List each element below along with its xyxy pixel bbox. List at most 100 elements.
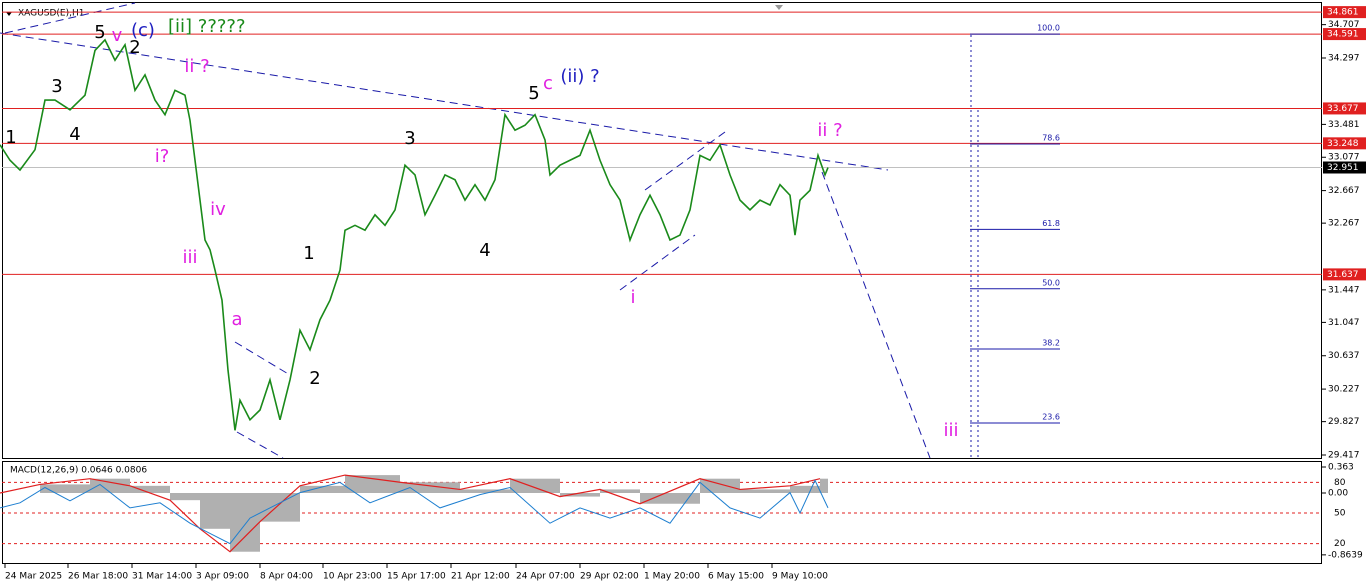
- macd-histogram: [560, 493, 600, 497]
- macd-histogram: [260, 493, 300, 522]
- macd-histogram: [400, 482, 460, 493]
- macd-histogram: [820, 478, 828, 493]
- oscillator-line: [0, 479, 829, 545]
- wave-label: 2: [309, 368, 320, 389]
- fib-label: 78.6: [1042, 133, 1060, 142]
- macd-histogram: [40, 484, 90, 493]
- macd-histogram: [90, 478, 130, 493]
- macd-histogram: [700, 478, 740, 493]
- wave-label: ii ?: [184, 56, 209, 77]
- wave-label: (ii) ?: [560, 66, 599, 87]
- y-tick-label: 33.077: [1328, 153, 1360, 163]
- level-label: 34.591: [1327, 30, 1359, 40]
- macd-histogram: [460, 489, 510, 493]
- x-tick-label: 24 Mar 2025: [5, 572, 62, 582]
- macd-histogram: [130, 485, 170, 493]
- current-price-tag: [1323, 161, 1366, 174]
- macd-tick-label: 0.363: [1328, 463, 1354, 473]
- x-tick-label: 8 Apr 04:00: [260, 572, 313, 582]
- x-tick-label: 15 Apr 17:00: [387, 572, 446, 582]
- macd-histogram: [170, 493, 200, 501]
- macd-tick-label: -0.8639: [1328, 550, 1363, 560]
- x-tick-label: 29 Apr 02:00: [580, 572, 639, 582]
- level-tag: [1323, 268, 1366, 281]
- wave-label: iii: [182, 247, 197, 268]
- y-tick-label: 30.227: [1328, 385, 1360, 395]
- fib-label: 61.8: [1042, 219, 1060, 228]
- wave-label: i: [630, 287, 635, 308]
- wave-label: a: [231, 309, 242, 330]
- wave-label: 3: [404, 128, 415, 149]
- x-tick-label: 21 Apr 12:00: [451, 572, 510, 582]
- main-panel: [2, 2, 1322, 459]
- level-label: 34.861: [1327, 8, 1359, 18]
- scroll-marker: [775, 5, 783, 10]
- level-tag: [1323, 28, 1366, 41]
- macd-tick-label: 0.00: [1328, 489, 1348, 499]
- wave-label: iii: [943, 420, 958, 441]
- menu-arrow: [6, 12, 12, 16]
- level-tick-label: 80: [1334, 478, 1346, 488]
- wave-label: c: [543, 73, 553, 94]
- macd-histogram: [345, 475, 400, 493]
- indicator-title: MACD(12,26,9) 0.0646 0.0806: [10, 466, 147, 476]
- y-tick-label: 29.417: [1328, 450, 1360, 460]
- fib-label: 23.6: [1042, 413, 1060, 422]
- wave-label: 4: [479, 240, 490, 261]
- macd-histogram: [600, 489, 640, 493]
- x-tick-label: 3 Apr 09:00: [196, 572, 249, 582]
- wave-label: v: [112, 25, 123, 46]
- wave-label: 1: [303, 243, 314, 264]
- x-tick-label: 10 Apr 23:00: [323, 572, 382, 582]
- price-line: [0, 38, 829, 431]
- x-tick-label: 31 Mar 14:00: [132, 572, 192, 582]
- macd-histogram: [300, 485, 345, 493]
- level-tag: [1323, 102, 1366, 115]
- fib-label: 100.0: [1037, 24, 1060, 33]
- wave-label: 1: [5, 127, 16, 148]
- fib-label: 50.0: [1042, 278, 1060, 287]
- y-tick-label: 29.827: [1328, 417, 1360, 427]
- macd-signal: [0, 474, 821, 553]
- wave-label: ii ?: [817, 120, 842, 141]
- fib-label: 38.2: [1042, 338, 1060, 347]
- wave-label: 2: [129, 37, 140, 58]
- x-tick-label: 1 May 20:00: [644, 572, 700, 582]
- y-tick-label: 32.667: [1328, 186, 1360, 196]
- x-tick-label: 26 Mar 18:00: [68, 572, 128, 582]
- level-tag: [1323, 6, 1366, 19]
- wave-label: [ii] ?????: [168, 16, 246, 37]
- wave-label: i?: [155, 146, 170, 167]
- fib-verticals: [970, 35, 979, 458]
- y-tick-label: 30.637: [1328, 351, 1360, 361]
- y-tick-label: 33.481: [1328, 120, 1360, 130]
- level-tick-label: 50: [1334, 509, 1346, 519]
- wave-label: iv: [210, 199, 226, 220]
- trend-lines: [0, 2, 931, 459]
- level-label: 33.677: [1327, 104, 1359, 114]
- x-tick-label: 24 Apr 07:00: [516, 572, 575, 582]
- level-label: 33.248: [1327, 139, 1359, 149]
- macd-histogram: [790, 485, 820, 493]
- x-tick-label: 9 May 10:00: [772, 572, 828, 582]
- y-tick-label: 32.267: [1328, 219, 1360, 229]
- wave-label: (c): [131, 20, 155, 41]
- y-tick-label: 34.707: [1328, 20, 1360, 30]
- macd-histogram: [510, 478, 560, 493]
- current-price-label: 32.951: [1327, 163, 1359, 173]
- y-tick-label: 31.047: [1328, 318, 1360, 328]
- level-tag: [1323, 137, 1366, 150]
- macd-histogram: [200, 493, 230, 529]
- wave-label: 5: [528, 83, 539, 104]
- wave-label: 3: [51, 76, 62, 97]
- x-tick-label: 6 May 15:00: [708, 572, 764, 582]
- macd-histogram: [640, 493, 700, 504]
- wave-label: 5: [94, 22, 105, 43]
- level-label: 31.637: [1327, 270, 1359, 280]
- symbol-header: XAGUSD(E),H1: [18, 9, 84, 19]
- y-tick-label: 31.447: [1328, 285, 1360, 295]
- macd-histogram: [230, 493, 260, 552]
- y-tick-label: 34.297: [1328, 54, 1360, 64]
